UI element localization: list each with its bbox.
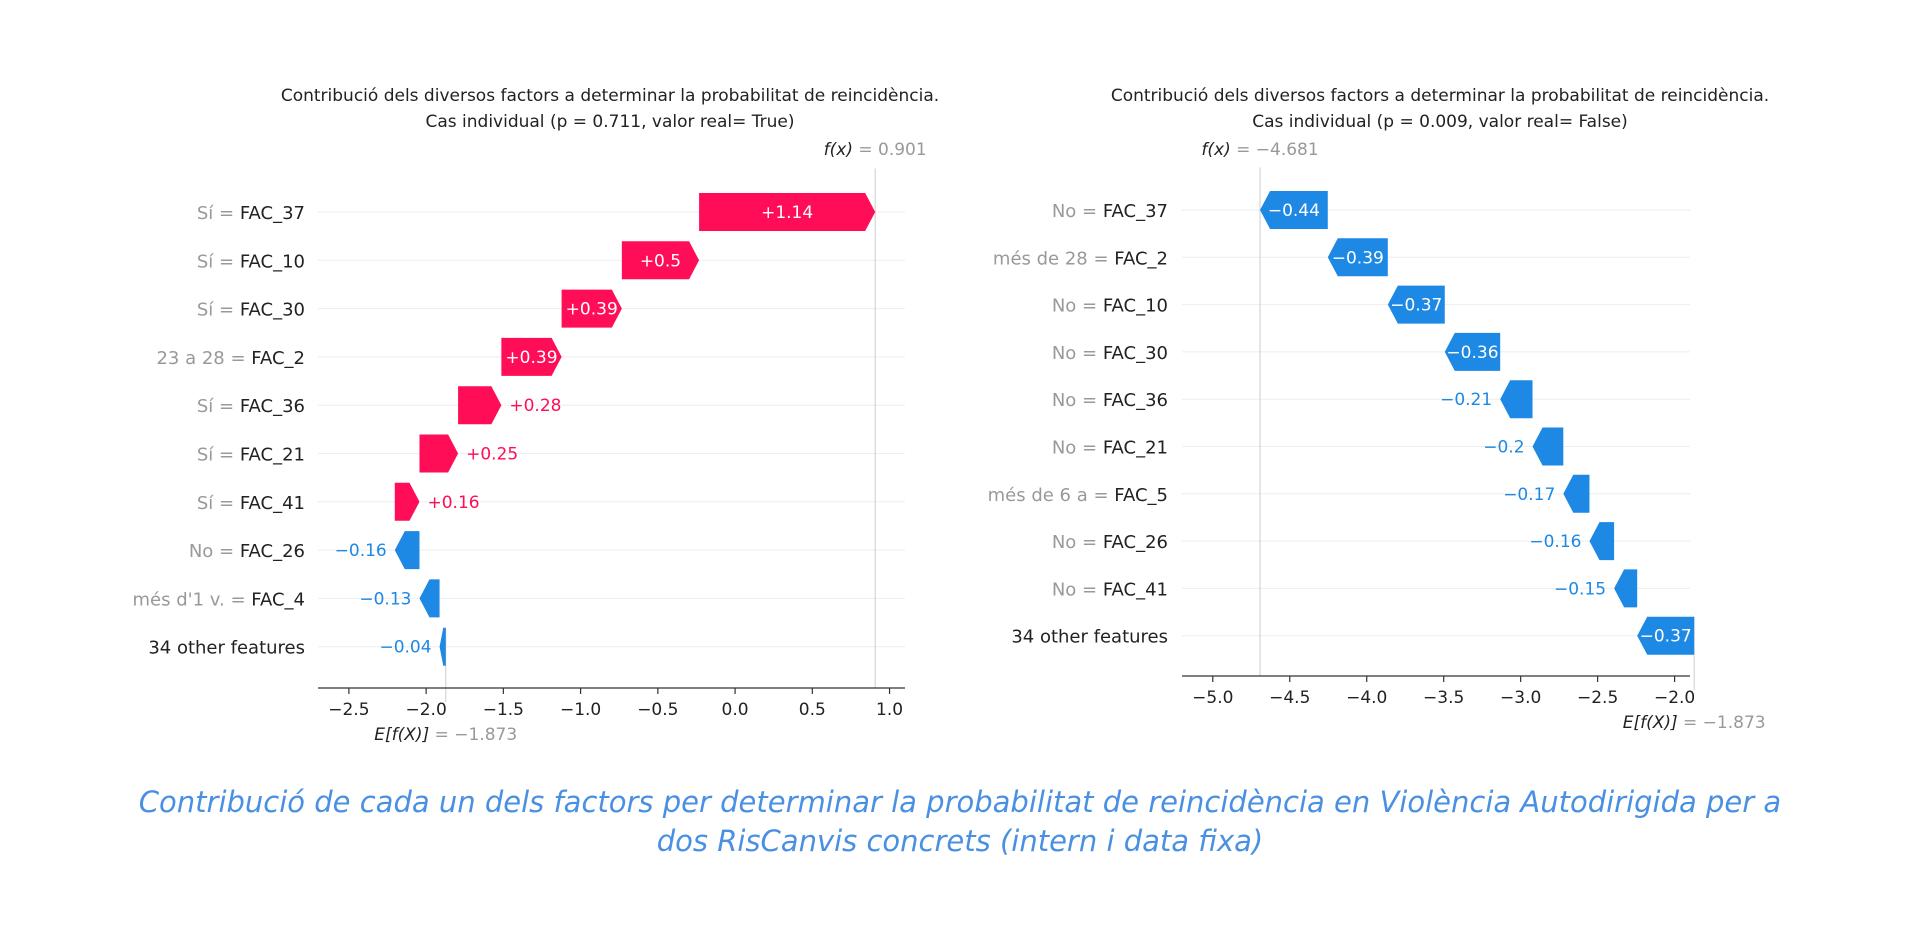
x-tick-label: −2.5 xyxy=(328,700,369,720)
x-tick-label: −0.5 xyxy=(637,700,678,720)
caption-line-2: dos RisCanvis concrets (intern i data fi… xyxy=(656,824,1264,858)
feature-label: No = FAC_26 xyxy=(1052,532,1168,553)
bar-value-label: −0.39 xyxy=(1332,248,1384,268)
figure-caption: Contribució de cada un dels factors per … xyxy=(0,783,1920,861)
positive-bar xyxy=(501,337,562,376)
negative-bar xyxy=(1637,616,1695,655)
chart-title: Contribució dels diversos factors a dete… xyxy=(1111,86,1769,106)
bar-value-label: −0.16 xyxy=(1529,532,1581,552)
negative-bar xyxy=(1614,569,1638,608)
positive-bar xyxy=(699,193,876,231)
x-tick-label: −1.5 xyxy=(483,700,524,720)
bar-value-label: −0.44 xyxy=(1268,201,1320,221)
negative-bar xyxy=(394,531,420,570)
bar-value-label: −0.37 xyxy=(1640,627,1692,647)
positive-bar xyxy=(419,434,459,473)
x-tick-label: −4.0 xyxy=(1346,688,1387,708)
negative-bar xyxy=(1327,238,1388,277)
x-tick-label: −2.0 xyxy=(405,700,446,720)
feature-label: No = FAC_36 xyxy=(1052,390,1168,411)
x-tick-label: 1.0 xyxy=(876,700,903,720)
positive-bar xyxy=(458,386,502,425)
bar-value-label: −0.13 xyxy=(359,589,411,609)
feature-label: 23 a 28 = FAC_2 xyxy=(156,348,305,369)
x-tick-label: −3.5 xyxy=(1423,688,1464,708)
fx-label: f(x) = −4.681 xyxy=(1201,140,1318,160)
negative-bar xyxy=(439,627,446,666)
x-tick-label: −3.0 xyxy=(1500,688,1541,708)
negative-bar xyxy=(1532,427,1564,466)
bar-value-label: −0.16 xyxy=(335,541,387,561)
bar-value-label: −0.2 xyxy=(1483,438,1524,458)
waterfall-figure: Contribució dels diversos factors a dete… xyxy=(133,86,1770,745)
feature-label: Sí = FAC_30 xyxy=(197,300,305,321)
feature-label: Sí = FAC_10 xyxy=(197,251,305,272)
bar-value-label: +0.5 xyxy=(640,251,681,271)
chart-1: Contribució dels diversos factors a dete… xyxy=(133,86,940,745)
chart-subtitle: Cas individual (p = 0.009, valor real= F… xyxy=(1252,112,1628,132)
negative-bar xyxy=(419,579,440,618)
feature-label: No = FAC_21 xyxy=(1052,438,1168,459)
negative-bar xyxy=(1387,285,1445,324)
bar-value-label: −0.15 xyxy=(1554,579,1606,599)
fx-label: f(x) = 0.901 xyxy=(824,140,927,160)
x-tick-label: 0.5 xyxy=(799,700,826,720)
x-tick-label: −2.5 xyxy=(1577,688,1618,708)
positive-bar xyxy=(394,482,420,521)
bar-value-label: +1.14 xyxy=(761,203,813,223)
negative-bar xyxy=(1563,474,1590,513)
bar-value-label: −0.21 xyxy=(1440,390,1492,410)
x-tick-label: −5.0 xyxy=(1192,688,1233,708)
feature-label: 34 other features xyxy=(148,638,305,659)
bar-value-label: −0.37 xyxy=(1390,296,1442,316)
negative-bar xyxy=(1589,522,1615,561)
positive-bar xyxy=(561,289,622,328)
bar-value-label: −0.17 xyxy=(1503,485,1555,505)
caption-line-1: Contribució de cada un dels factors per … xyxy=(138,785,1782,819)
x-tick-label: −4.5 xyxy=(1269,688,1310,708)
bar-value-label: +0.25 xyxy=(466,445,518,465)
feature-label: més de 28 = FAC_2 xyxy=(993,248,1168,269)
negative-bar xyxy=(1444,332,1501,371)
feature-label: Sí = FAC_36 xyxy=(197,396,305,417)
negative-bar xyxy=(1500,380,1533,419)
bar-value-label: +0.16 xyxy=(427,493,479,513)
feature-label: No = FAC_37 xyxy=(1052,201,1168,222)
feature-label: No = FAC_30 xyxy=(1052,343,1168,364)
feature-label: Sí = FAC_37 xyxy=(197,203,305,224)
chart-subtitle: Cas individual (p = 0.711, valor real= T… xyxy=(425,112,794,132)
bar-value-label: −0.36 xyxy=(1446,343,1498,363)
feature-label: No = FAC_26 xyxy=(189,541,305,562)
x-tick-label: 0.0 xyxy=(722,700,749,720)
feature-label: No = FAC_10 xyxy=(1052,296,1168,317)
bar-value-label: +0.39 xyxy=(505,348,557,368)
bar-value-label: −0.04 xyxy=(379,638,431,658)
feature-label: No = FAC_41 xyxy=(1052,579,1168,600)
x-tick-label: −2.0 xyxy=(1654,688,1695,708)
feature-label: 34 other features xyxy=(1011,627,1168,648)
x-tick-label: −1.0 xyxy=(560,700,601,720)
efx-label: E[f(X)] = −1.873 xyxy=(1623,713,1766,733)
feature-label: Sí = FAC_41 xyxy=(197,493,305,514)
negative-bar xyxy=(1260,191,1328,229)
chart-title: Contribució dels diversos factors a dete… xyxy=(281,86,939,106)
feature-label: més de 6 a = FAC_5 xyxy=(988,485,1168,506)
bar-value-label: +0.39 xyxy=(566,300,618,320)
efx-label: E[f(X)] = −1.873 xyxy=(374,725,517,745)
positive-bar xyxy=(621,241,700,280)
chart-2: Contribució dels diversos factors a dete… xyxy=(988,86,1770,733)
bar-value-label: +0.28 xyxy=(509,396,561,416)
feature-label: Sí = FAC_21 xyxy=(197,445,305,466)
feature-label: més d'1 v. = FAC_4 xyxy=(133,589,305,610)
